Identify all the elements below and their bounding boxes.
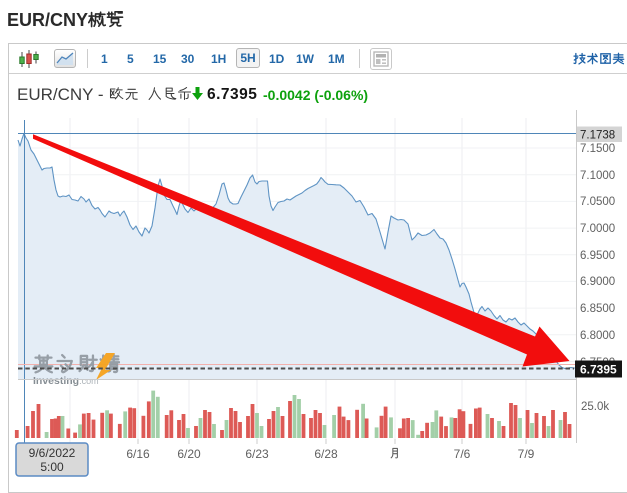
svg-text:6/16: 6/16 bbox=[126, 447, 150, 461]
svg-text:5:00: 5:00 bbox=[40, 460, 64, 474]
svg-text:6.8000: 6.8000 bbox=[580, 330, 615, 342]
svg-text:Investing.com: Investing.com bbox=[33, 375, 99, 387]
svg-text:9/6/2022: 9/6/2022 bbox=[29, 446, 76, 460]
svg-text:6/23: 6/23 bbox=[245, 447, 269, 461]
svg-text:25.0k: 25.0k bbox=[581, 401, 609, 413]
svg-text:7/9: 7/9 bbox=[518, 447, 535, 461]
svg-text:6.9000: 6.9000 bbox=[580, 276, 615, 288]
svg-text:7.1738: 7.1738 bbox=[580, 130, 615, 142]
svg-text:6/28: 6/28 bbox=[314, 447, 338, 461]
svg-text:7.0500: 7.0500 bbox=[580, 196, 615, 208]
svg-text:6/20: 6/20 bbox=[177, 447, 201, 461]
svg-text:6.7395: 6.7395 bbox=[580, 363, 617, 377]
svg-text:7/6: 7/6 bbox=[454, 447, 471, 461]
svg-text:7.1500: 7.1500 bbox=[580, 143, 615, 155]
svg-text:7.0000: 7.0000 bbox=[580, 223, 615, 235]
svg-text:6.8500: 6.8500 bbox=[580, 303, 615, 315]
svg-text:7.1000: 7.1000 bbox=[580, 170, 615, 182]
svg-text:6.9500: 6.9500 bbox=[580, 250, 615, 262]
